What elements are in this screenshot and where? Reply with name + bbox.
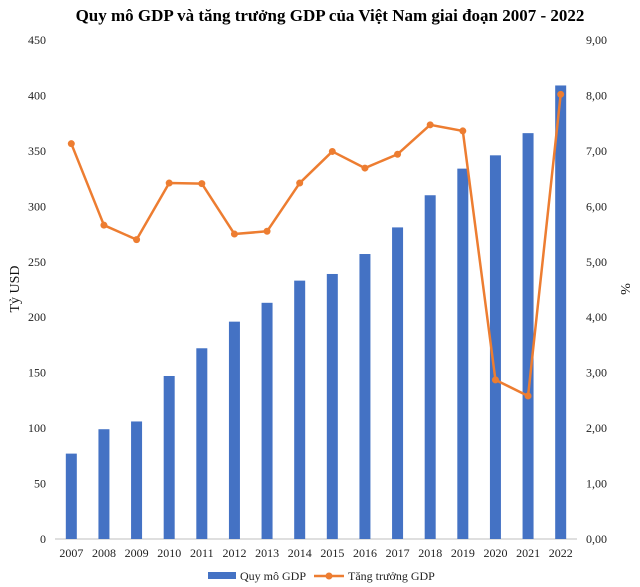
y-axis-left: 0 50 100 150 200 250 300 350 400 450 (28, 33, 46, 546)
y-tick-label: 300 (28, 199, 46, 213)
y2-tick-label: 6,00 (586, 199, 607, 213)
x-tick-label: 2012 (222, 546, 246, 560)
x-tick-label: 2019 (451, 546, 475, 560)
y2-tick-label: 7,00 (586, 144, 607, 158)
growth-point (361, 164, 369, 172)
gdp-bar (326, 273, 338, 539)
growth-line (70, 94, 562, 398)
y-tick-label: 150 (28, 366, 46, 380)
gdp-bar (457, 168, 469, 539)
gdp-bar (392, 227, 404, 539)
y-tick-label: 450 (28, 33, 46, 47)
x-tick-label: 2007 (59, 546, 83, 560)
x-tick-label: 2016 (353, 546, 377, 560)
gdp-bar (359, 254, 371, 539)
x-axis: 2007 2008 2009 2010 2011 2012 2013 2014 2015 2016… (59, 546, 572, 560)
growth-point (524, 392, 532, 400)
y2-tick-label: 5,00 (586, 255, 607, 269)
growth-point (133, 236, 141, 244)
x-tick-label: 2017 (386, 546, 410, 560)
legend: Quy mô GDP Tăng trưởng GDP (208, 569, 435, 583)
x-tick-label: 2014 (288, 546, 312, 560)
y-tick-label: 100 (28, 421, 46, 435)
legend-line-marker (325, 572, 333, 580)
gdp-bar (522, 133, 534, 539)
growth-point (165, 179, 173, 187)
gdp-bar (98, 429, 110, 539)
bar-series (65, 85, 567, 539)
x-tick-label: 2013 (255, 546, 279, 560)
gdp-bar (261, 302, 273, 539)
x-tick-label: 2011 (190, 546, 214, 560)
gdp-bar (555, 85, 567, 539)
y2-tick-label: 3,00 (586, 366, 607, 380)
gdp-bar (163, 375, 175, 539)
y-tick-label: 350 (28, 144, 46, 158)
y-axis-right: 0,00 1,00 2,00 3,00 4,00 5,00 6,00 7,00 8,00 9,00 (586, 33, 607, 546)
y2-tick-label: 4,00 (586, 310, 607, 324)
growth-point (100, 221, 108, 229)
growth-point (426, 121, 434, 129)
x-tick-label: 2009 (125, 546, 149, 560)
gdp-bar (294, 280, 306, 539)
growth-point (394, 150, 402, 158)
growth-point (198, 180, 206, 188)
growth-point (459, 127, 467, 135)
growth-point (263, 227, 271, 235)
x-tick-label: 2008 (92, 546, 116, 560)
y-tick-label: 200 (28, 310, 46, 324)
chart-title: Quy mô GDP và tăng trưởng GDP của Việt N… (76, 6, 585, 25)
gdp-bar (489, 155, 501, 539)
x-tick-label: 2010 (157, 546, 181, 560)
gdp-bar (131, 421, 143, 539)
gdp-bar (65, 453, 77, 539)
growth-point (230, 230, 238, 238)
legend-line-label: Tăng trưởng GDP (348, 569, 435, 583)
gdp-bar (424, 195, 436, 539)
y2-tick-label: 8,00 (586, 88, 607, 102)
legend-bar-label: Quy mô GDP (240, 569, 306, 583)
y-tick-label: 0 (40, 532, 46, 546)
growth-point (67, 140, 75, 148)
y2-tick-label: 1,00 (586, 477, 607, 491)
line-series (67, 90, 565, 400)
y-axis-left-label: Tỷ USD (8, 265, 23, 312)
y-tick-label: 400 (28, 88, 46, 102)
y-axis-right-label: % (617, 283, 632, 295)
x-tick-label: 2018 (418, 546, 442, 560)
x-tick-label: 2022 (549, 546, 573, 560)
legend-bar-swatch (208, 572, 236, 579)
growth-point (491, 376, 499, 384)
x-tick-label: 2020 (483, 546, 507, 560)
growth-point (296, 179, 304, 187)
growth-point (328, 147, 336, 155)
gdp-bar (196, 348, 208, 539)
growth-point (557, 90, 565, 98)
gdp-bar (228, 321, 240, 539)
y2-tick-label: 0,00 (586, 532, 607, 546)
y-tick-label: 250 (28, 255, 46, 269)
x-tick-label: 2021 (516, 546, 540, 560)
y2-tick-label: 2,00 (586, 421, 607, 435)
y2-tick-label: 9,00 (586, 33, 607, 47)
y-tick-label: 50 (34, 477, 46, 491)
x-tick-label: 2015 (320, 546, 344, 560)
